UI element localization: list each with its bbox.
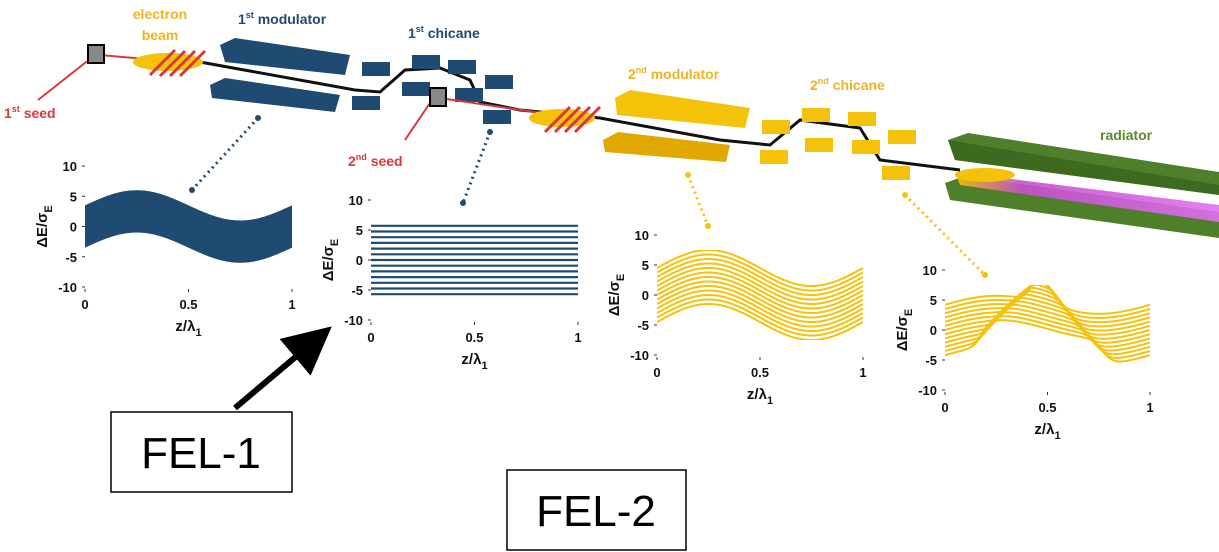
x-tick-label: 1: [1146, 400, 1153, 415]
y-axis-label-main: ΔE/σ: [606, 281, 623, 316]
y-tick-label: 10: [923, 263, 937, 278]
y-tick-label: -10: [630, 348, 649, 363]
diagram: electron beam 1st modulator 1st chicane …: [0, 0, 1219, 552]
phase-space-pattern: [657, 250, 863, 340]
x-tick-label: 0: [941, 400, 948, 415]
y-tick-label: -10: [918, 383, 937, 398]
x-tick-label: 1: [288, 297, 295, 312]
y-tick-label: 5: [642, 258, 649, 273]
y-tick-label: 0: [356, 253, 363, 268]
x-axis-label-sub: 1: [195, 327, 201, 339]
y-tick-label: 0: [70, 220, 77, 235]
x-axis-label-main: z/λ: [1034, 421, 1055, 438]
x-tick-label: 0.5: [1038, 400, 1056, 415]
y-axis-label-sub: E: [43, 205, 55, 212]
y-tick-label: 10: [349, 193, 363, 208]
y-tick-label: 0: [642, 288, 649, 303]
y-tick-label: -5: [65, 250, 77, 265]
radiator-label: radiator: [1100, 127, 1153, 143]
y-axis-label-main: ΔE/σ: [34, 213, 51, 248]
x-tick-label: 0.5: [179, 297, 197, 312]
y-tick-label: 0: [930, 323, 937, 338]
chicane-2-label: 2nd chicane: [810, 76, 885, 93]
x-tick-label: 0: [653, 365, 660, 380]
seed-2-label: 2nd seed: [348, 152, 403, 169]
phase-space-pattern: [371, 226, 578, 294]
x-axis-label: z/λ1: [175, 318, 201, 339]
y-axis-label-sub: E: [615, 274, 627, 281]
x-tick-label: 0.5: [751, 365, 769, 380]
y-tick-label: -5: [351, 283, 363, 298]
x-tick-label: 1: [859, 365, 866, 380]
y-tick-label: 5: [930, 293, 937, 308]
y-tick-label: 5: [356, 223, 363, 238]
y-axis-label: ΔE/σE: [606, 274, 627, 317]
x-axis-label: z/λ1: [1034, 421, 1060, 442]
x-axis-label-sub: 1: [1054, 430, 1060, 442]
modulator-1-label: 1st modulator: [238, 10, 327, 27]
y-tick-label: 10: [635, 228, 649, 243]
x-axis-label-main: z/λ: [461, 351, 482, 368]
y-tick-label: 5: [70, 189, 77, 204]
electron-beam-label: electron: [133, 6, 187, 22]
x-axis-label-main: z/λ: [747, 386, 768, 403]
y-tick-label: -10: [58, 280, 77, 295]
x-axis-label: z/λ1: [461, 351, 487, 372]
fel-1-label: FEL-1: [141, 429, 261, 478]
y-axis-label: ΔE/σE: [34, 205, 55, 248]
phase-space-pattern: [85, 190, 292, 263]
x-tick-label: 0: [367, 330, 374, 345]
arrow: [235, 338, 318, 408]
y-axis-label: ΔE/σE: [894, 309, 915, 352]
particle-distribution: [85, 190, 292, 263]
fel-2-label: FEL-2: [536, 487, 656, 536]
x-axis-label: z/λ1: [747, 386, 773, 407]
y-tick-label: -5: [925, 353, 937, 368]
y-tick-label: -10: [344, 313, 363, 328]
x-axis-label-sub: 1: [767, 395, 773, 407]
phase-space-pattern: [945, 281, 1150, 362]
y-axis-label-main: ΔE/σ: [320, 246, 337, 281]
chicane-1-label: 1st chicane: [408, 24, 480, 41]
modulator-2-label: 2nd modulator: [628, 65, 720, 82]
y-axis-label-main: ΔE/σ: [894, 316, 911, 351]
x-tick-label: 0.5: [465, 330, 483, 345]
seed-1-label: 1st seed: [4, 104, 56, 121]
x-tick-label: 1: [574, 330, 581, 345]
y-tick-label: -5: [637, 318, 649, 333]
y-tick-label: 10: [63, 159, 77, 174]
x-tick-label: 0: [81, 297, 88, 312]
x-axis-label-main: z/λ: [175, 318, 196, 335]
y-axis-label-sub: E: [329, 239, 341, 246]
x-axis-label-sub: 1: [481, 360, 487, 372]
y-axis-label: ΔE/σE: [320, 239, 341, 282]
y-axis-label-sub: E: [903, 309, 915, 316]
electron-beam-label: beam: [142, 27, 179, 43]
